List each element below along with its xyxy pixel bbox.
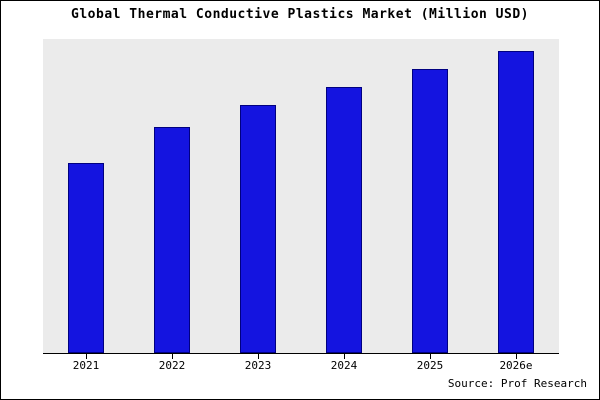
x-tick-label-2025: 2025 [416,359,444,372]
bar-2024 [326,87,362,353]
bar-slot-2023 [215,39,301,359]
bar-2022 [154,126,190,353]
bar-slot-2021 [43,39,129,359]
bar-2026e [498,51,534,353]
bar-2023 [240,105,276,353]
x-tick-label-2021: 2021 [72,359,100,372]
bar-slot-2026e [473,39,559,359]
plot-area [43,39,559,359]
bar-slot-2025 [387,39,473,359]
chart-title: Global Thermal Conductive Plastics Marke… [71,7,529,22]
source-label: Source: Prof Research [447,377,587,390]
x-tick-label-2026e: 2026e [499,359,533,372]
bar-slot-2022 [129,39,215,359]
bar-2021 [68,162,104,353]
bar-2025 [412,69,448,353]
x-tick-label-2022: 2022 [158,359,186,372]
x-tick-label-2023: 2023 [244,359,272,372]
x-tick-label-2024: 2024 [330,359,358,372]
bar-slot-2024 [301,39,387,359]
x-axis-labels: 2021 2022 2023 2024 2025 2026e [43,359,559,372]
